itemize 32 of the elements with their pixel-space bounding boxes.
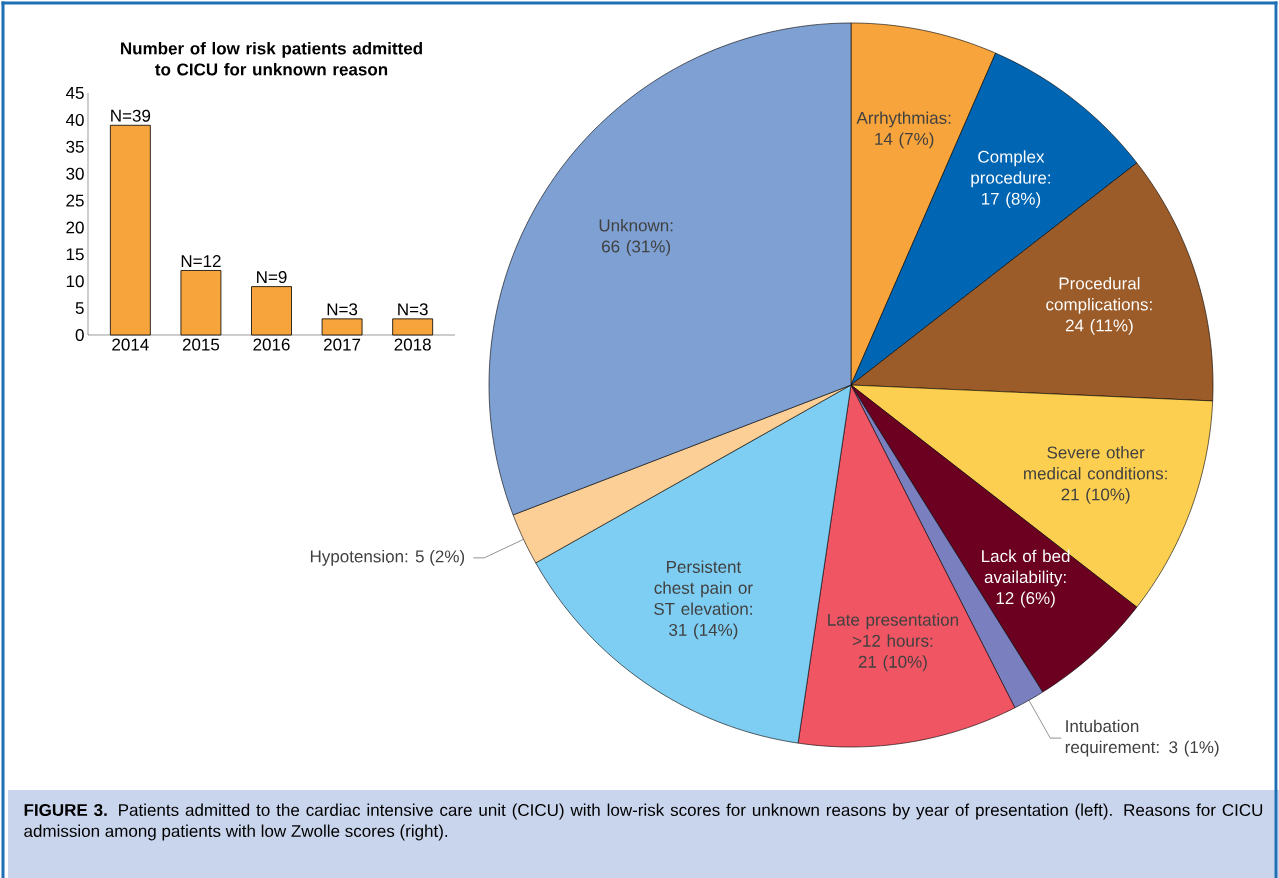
y-tick-label: 35 bbox=[66, 140, 84, 153]
x-tick-label: 2017 bbox=[324, 338, 361, 351]
slice-label: Arrhythmias: 14 (7%) bbox=[856, 111, 951, 149]
y-tick-label: 5 bbox=[75, 302, 84, 315]
x-tick-label: 2016 bbox=[253, 338, 290, 351]
data-label: N=39 bbox=[111, 109, 151, 122]
data-label: N=3 bbox=[327, 303, 358, 316]
slice-label: Severe other medical conditions: 21 (10%) bbox=[1024, 446, 1167, 504]
x-tick-label: 2014 bbox=[112, 338, 149, 351]
y-tick-label: 10 bbox=[66, 275, 84, 288]
slice-label: Complex procedure: 17 (8%) bbox=[971, 150, 1051, 209]
data-label: N=3 bbox=[398, 303, 428, 316]
y-tick-label: 0 bbox=[75, 328, 84, 342]
y-tick-label: 15 bbox=[66, 248, 84, 261]
x-tick-label: 2015 bbox=[182, 338, 220, 351]
x-tick-label: 2018 bbox=[394, 338, 431, 351]
slice-label: Unknown: 66 (31%) bbox=[599, 219, 673, 256]
slice-label: Procedural complications: 24 (11%) bbox=[1046, 276, 1152, 335]
slice-label: Intubation requirement: 3 (1%) bbox=[1065, 719, 1219, 757]
y-tick-label: 45 bbox=[65, 87, 84, 99]
slice-label: Persistent chest pain or ST elevation: 31 (14%) bbox=[654, 560, 753, 640]
data-label: N=9 bbox=[257, 271, 287, 284]
text: FIGURE 3. Patients admitted to the cardiac intensive care unit (CICU) with low-risk scores for unknown reasons by year of presentation (left). Reasons for CICU admission among patients with low Zwolle scores (right). bbox=[24, 803, 1263, 841]
chart-title: Number of low risk patients admitted to CICU for unknown reason bbox=[121, 42, 422, 76]
slice-label: Hypotension: 5 (2%) bbox=[310, 549, 465, 566]
y-tick-label: 40 bbox=[65, 113, 84, 126]
y-tick-label: 30 bbox=[66, 167, 84, 180]
data-label: N=12 bbox=[181, 255, 221, 267]
slice-label: Lack of bed availability: 12 (6%) bbox=[982, 549, 1070, 608]
y-tick-label: 25 bbox=[66, 194, 84, 207]
slice-label: Late presentation >12 hours: 21 (10%) bbox=[828, 613, 958, 672]
y-tick-label: 20 bbox=[66, 221, 84, 234]
